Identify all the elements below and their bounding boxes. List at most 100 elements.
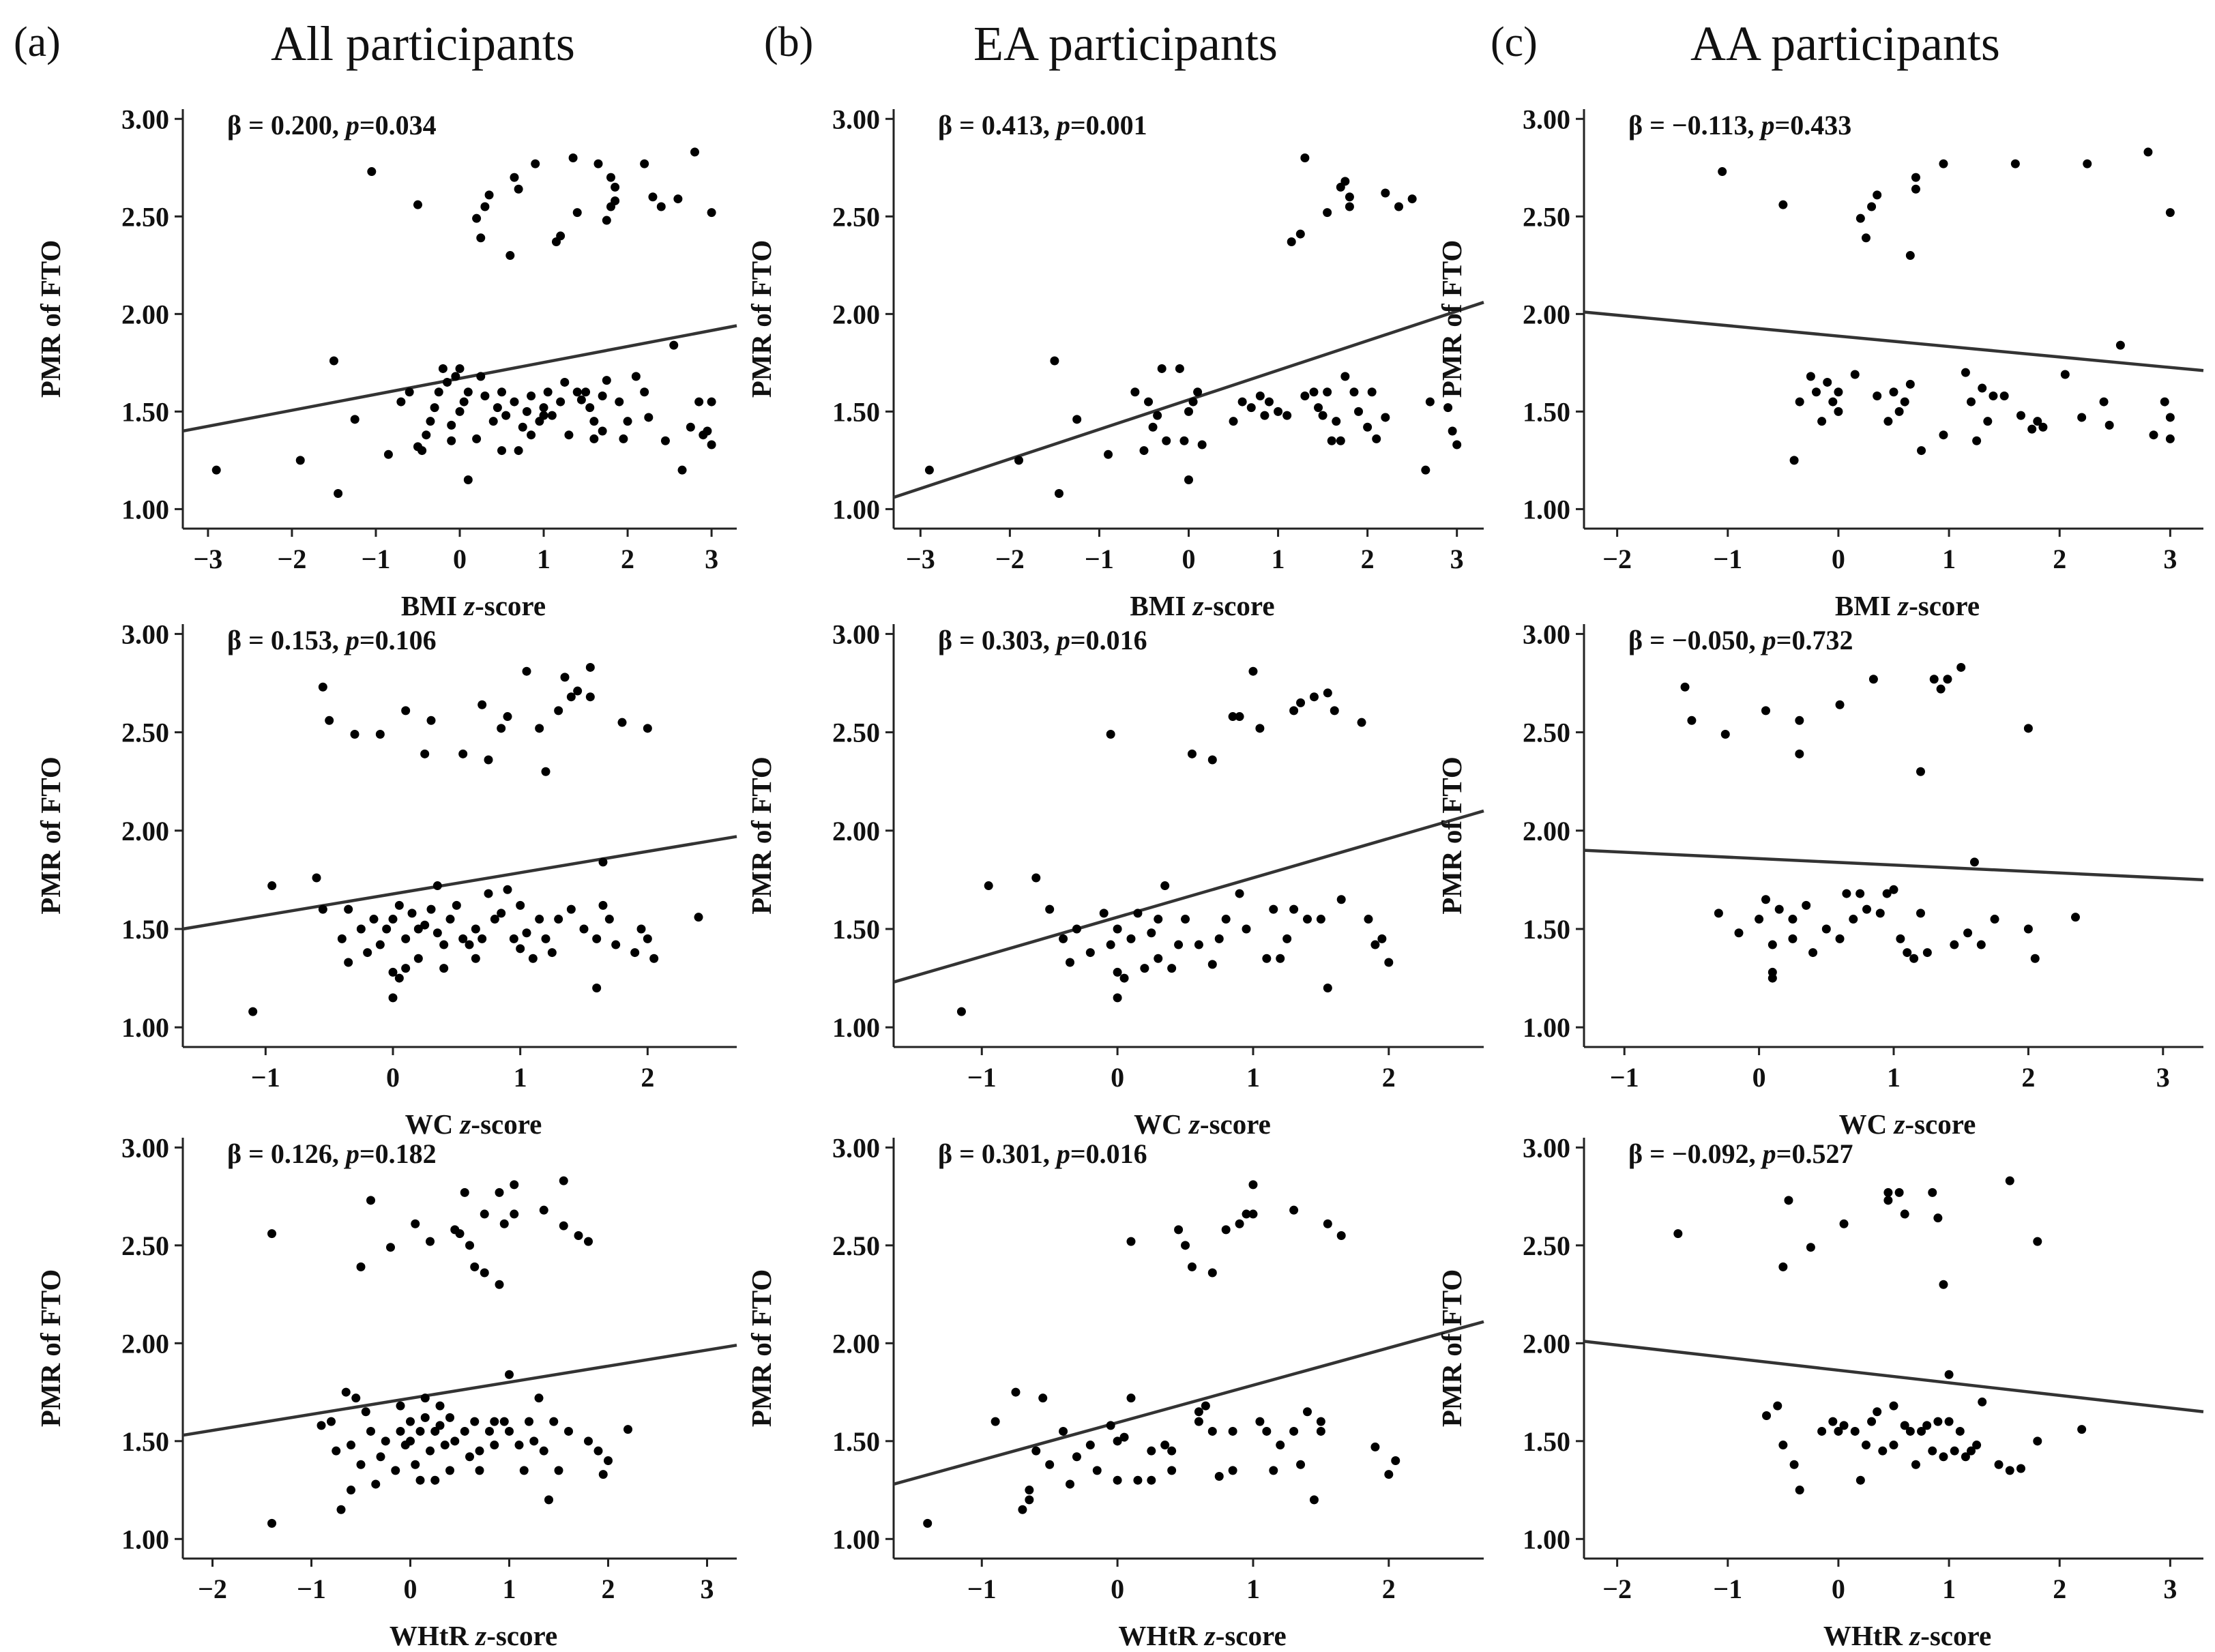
data-point xyxy=(1795,1486,1804,1495)
data-point xyxy=(211,465,221,475)
data-point xyxy=(1778,1441,1788,1450)
x-tick-label: 2 xyxy=(621,544,634,574)
data-point xyxy=(1936,684,1946,694)
data-point xyxy=(1929,675,1939,684)
data-point xyxy=(2165,413,2175,422)
data-point xyxy=(1839,1421,1849,1430)
data-point xyxy=(2016,1464,2025,1473)
data-point xyxy=(1873,391,1882,400)
regression-stats: β = 0.126, p=0.182 xyxy=(227,1138,437,1169)
data-point xyxy=(510,1209,519,1219)
data-point xyxy=(598,426,607,436)
data-point xyxy=(480,391,490,400)
data-point xyxy=(1050,356,1059,366)
data-point xyxy=(1147,928,1156,938)
data-point xyxy=(686,422,695,432)
y-tick-label: 2.50 xyxy=(121,201,169,232)
y-tick-label: 3.00 xyxy=(1523,1132,1570,1163)
data-point xyxy=(1133,909,1143,918)
data-point xyxy=(1354,407,1364,416)
data-point xyxy=(420,1413,430,1422)
data-point xyxy=(1933,1417,1943,1426)
data-point xyxy=(475,1446,484,1456)
data-point xyxy=(923,1518,933,1528)
data-point xyxy=(660,436,670,445)
data-point xyxy=(535,724,544,733)
data-point xyxy=(631,372,641,381)
data-point xyxy=(1381,413,1390,422)
regression-line xyxy=(893,301,1484,499)
data-point xyxy=(1025,1486,1034,1495)
data-point xyxy=(445,1466,454,1475)
data-point xyxy=(480,1209,489,1219)
y-axis-title: PMR of FTO xyxy=(746,1269,777,1428)
data-point xyxy=(1106,940,1115,949)
data-point xyxy=(503,885,512,894)
data-point xyxy=(579,924,589,934)
data-point xyxy=(1961,368,1970,377)
data-point xyxy=(585,403,595,413)
data-point xyxy=(1262,1426,1272,1436)
data-point xyxy=(476,233,486,243)
data-point xyxy=(984,881,993,891)
data-point xyxy=(1235,889,1244,898)
panel-label-c: (c) xyxy=(1491,19,1538,65)
data-point xyxy=(1788,934,1798,943)
x-tick-label: −1 xyxy=(967,1062,997,1093)
data-point xyxy=(1357,718,1366,727)
data-point xyxy=(547,948,557,958)
data-point xyxy=(1011,1387,1021,1397)
data-point xyxy=(1687,716,1697,725)
data-point xyxy=(501,411,511,420)
data-point xyxy=(1345,202,1354,211)
data-point xyxy=(413,924,423,934)
data-point xyxy=(1976,940,1986,949)
data-point xyxy=(1126,1393,1136,1403)
data-point xyxy=(267,881,277,891)
data-point xyxy=(1849,915,1858,924)
data-point xyxy=(1896,934,1905,943)
data-point xyxy=(1911,173,1920,182)
data-point xyxy=(598,900,608,910)
x-tick-label: 1 xyxy=(1272,544,1285,574)
data-point xyxy=(1421,465,1431,475)
data-point xyxy=(644,413,654,422)
data-point xyxy=(401,934,411,943)
data-point xyxy=(554,706,563,716)
data-point xyxy=(574,1230,583,1240)
data-point xyxy=(624,1425,632,1434)
y-axis-title: PMR of FTO xyxy=(1436,1269,1467,1428)
data-point xyxy=(559,1176,568,1185)
data-point xyxy=(566,692,576,702)
data-point xyxy=(1835,700,1845,709)
data-point xyxy=(344,904,353,914)
column-title-all: All participants xyxy=(271,16,575,71)
y-tick-label: 1.50 xyxy=(1523,914,1570,945)
data-point xyxy=(1330,706,1339,716)
data-point xyxy=(649,954,659,963)
data-point xyxy=(411,1460,420,1469)
y-tick-label: 3.00 xyxy=(121,1132,169,1163)
data-point xyxy=(564,430,574,440)
data-point xyxy=(1126,934,1136,943)
data-point xyxy=(1900,1421,1909,1430)
data-point xyxy=(1160,881,1170,891)
data-point xyxy=(1106,729,1115,739)
data-point xyxy=(547,411,557,420)
data-point xyxy=(488,417,498,426)
data-point xyxy=(490,1417,499,1426)
x-axis-title: WC z-score xyxy=(1839,1108,1976,1140)
y-axis-title: PMR of FTO xyxy=(746,756,777,915)
data-point xyxy=(2023,924,2033,934)
data-point xyxy=(430,1475,440,1485)
data-point xyxy=(371,1479,381,1489)
data-point xyxy=(592,934,602,943)
y-axis-title: PMR of FTO xyxy=(35,1269,66,1428)
data-point xyxy=(1862,904,1872,914)
data-point xyxy=(450,1436,460,1446)
y-tick-label: 1.50 xyxy=(121,914,169,945)
data-point xyxy=(350,415,360,424)
data-point xyxy=(1066,958,1075,967)
data-point xyxy=(598,1470,608,1479)
